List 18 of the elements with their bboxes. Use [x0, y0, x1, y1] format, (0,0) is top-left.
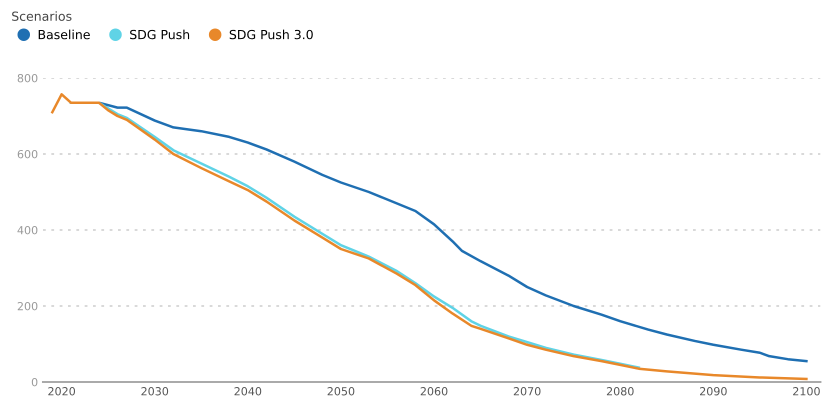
x-tick-label: 2050: [328, 387, 354, 396]
y-tick-label: 200: [18, 302, 38, 310]
x-tick-label: 2080: [606, 387, 634, 396]
legend-label: Baseline: [38, 30, 90, 40]
x-tick-label: 2060: [420, 387, 448, 396]
x-tick-label: 2020: [48, 387, 76, 396]
legend-title: Scenarios: [12, 11, 72, 21]
x-tick-label: 2070: [514, 387, 541, 396]
legend-label: SDG Push: [130, 30, 190, 40]
legend-label: SDG Push 3.0: [230, 30, 313, 40]
y-tick-label: 800: [18, 74, 38, 82]
y-tick-label: 0: [32, 378, 38, 386]
x-tick-label: 2040: [234, 387, 262, 396]
x-tick-label: 2030: [141, 387, 168, 396]
x-tick-label: 2100: [793, 387, 820, 396]
x-tick-label: 2090: [700, 387, 727, 396]
y-tick-label: 400: [17, 226, 38, 234]
y-tick-label: 600: [18, 150, 38, 158]
